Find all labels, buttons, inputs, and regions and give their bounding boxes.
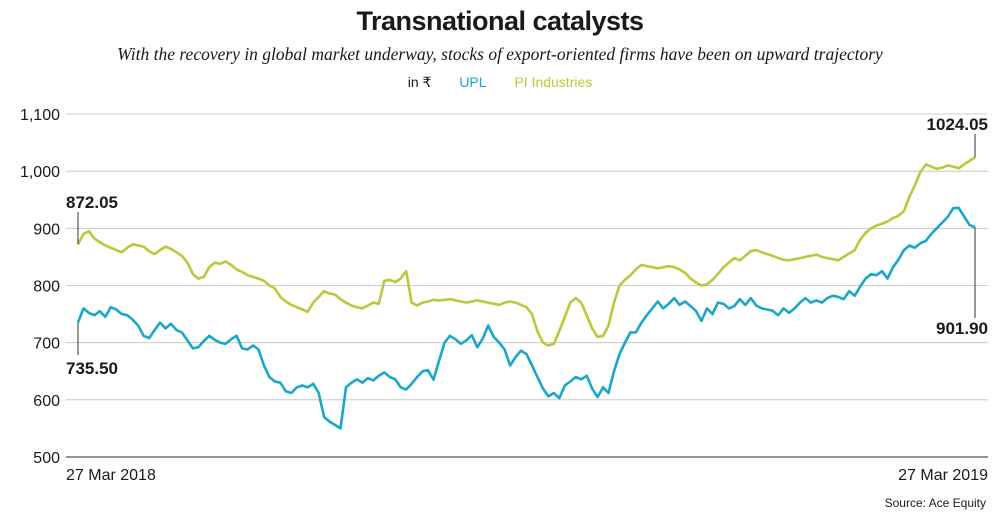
gridlines <box>66 113 988 458</box>
chart-title: Transnational catalysts <box>356 6 644 36</box>
source-note: Source: Ace Equity <box>884 496 986 510</box>
y-tick-label: 1,100 <box>20 107 60 124</box>
annotations: 735.50 872.05 1024.05 901.90 <box>66 115 988 378</box>
y-tick-label: 900 <box>33 221 60 238</box>
y-axis: 500 600 700 800 900 1,000 1,100 <box>20 107 60 467</box>
series-line-upl <box>76 206 976 430</box>
x-tick-end: 27 Mar 2019 <box>898 467 988 484</box>
y-tick-label: 700 <box>33 336 60 353</box>
y-tick-label: 600 <box>33 393 60 410</box>
x-tick-start: 27 Mar 2018 <box>66 467 156 484</box>
annotation-pi-start: 872.05 <box>66 193 118 212</box>
annotation-upl-start: 735.50 <box>66 359 118 378</box>
y-tick-label: 1,000 <box>20 164 60 181</box>
series-line-pi-industries <box>76 156 976 347</box>
y-tick-label: 500 <box>33 450 60 467</box>
unit-label: in ₹ <box>407 74 432 90</box>
annotation-upl-end: 901.90 <box>936 319 988 338</box>
series-lines <box>76 156 976 430</box>
annotation-pi-end: 1024.05 <box>927 115 988 134</box>
legend: in ₹ UPL PI Industries <box>0 74 1000 91</box>
legend-upl: UPL <box>459 74 487 90</box>
legend-pi-industries: PI Industries <box>514 74 593 90</box>
chart-subtitle: With the recovery in global market under… <box>117 44 883 64</box>
y-tick-label: 800 <box>33 279 60 296</box>
